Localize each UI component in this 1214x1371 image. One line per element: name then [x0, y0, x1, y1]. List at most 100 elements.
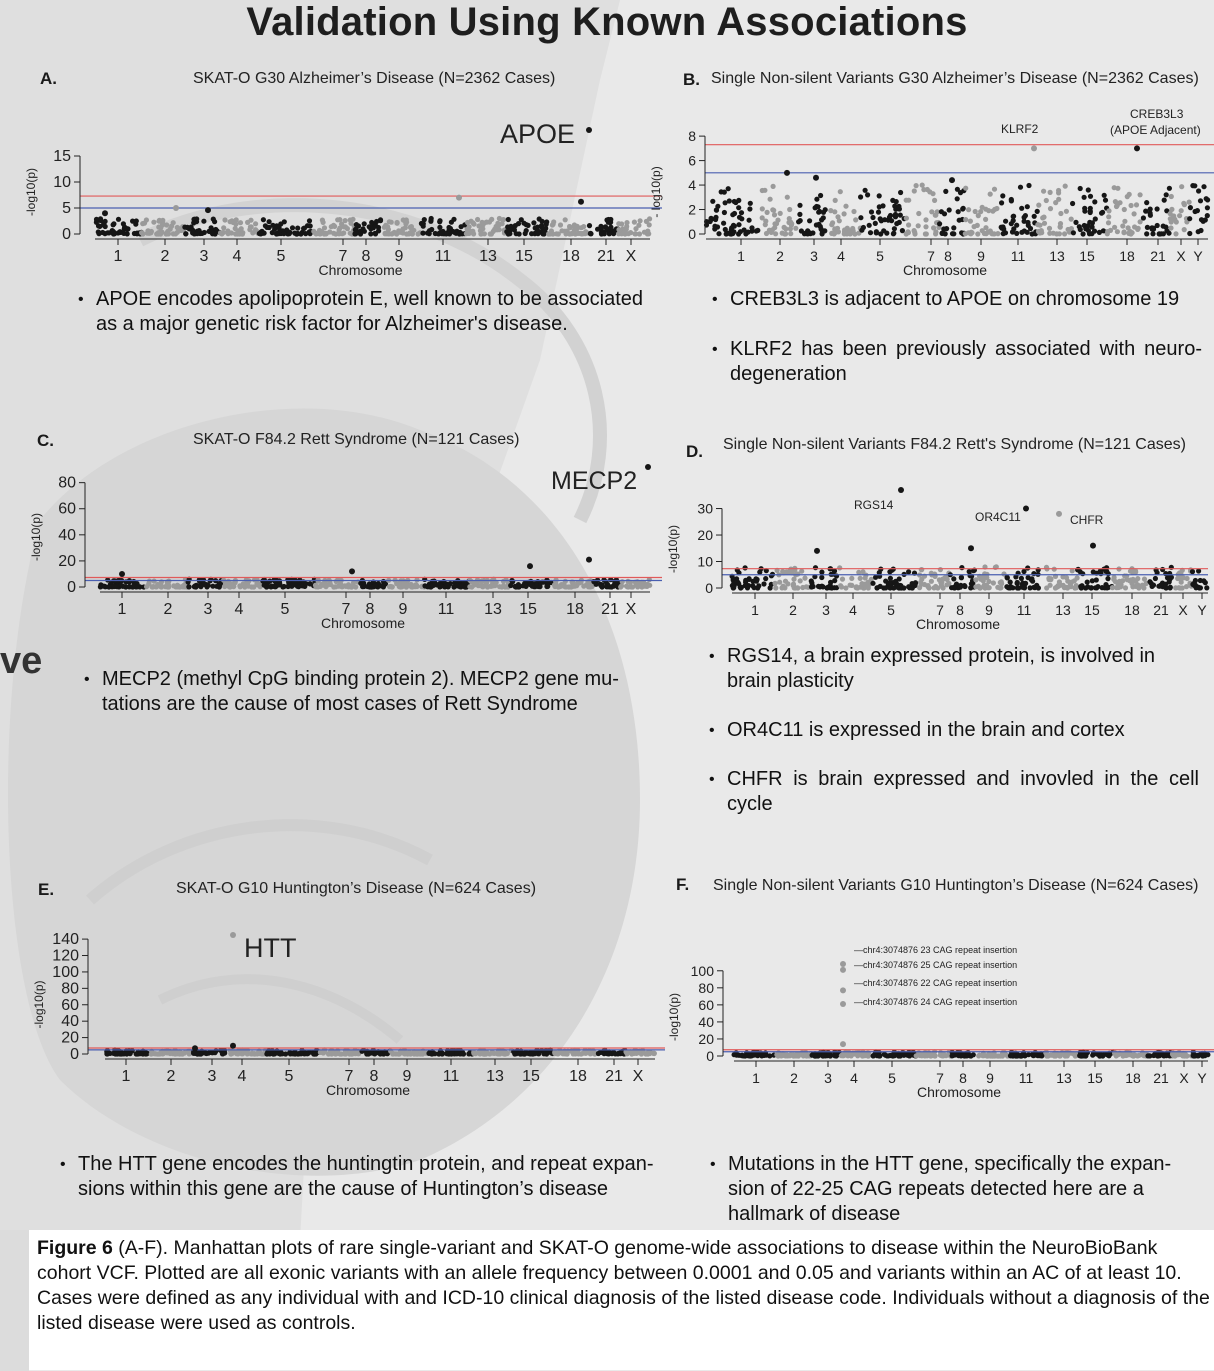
data-point-d: [1064, 584, 1070, 590]
data-point-f: [1049, 1052, 1055, 1058]
data-point-c: [372, 583, 378, 589]
data-point-b: [903, 215, 909, 221]
data-point-f: [841, 1052, 847, 1058]
data-point-a: [158, 229, 164, 235]
data-point-d: [819, 574, 825, 581]
data-point-d: [1031, 571, 1037, 577]
y-axis-label: -log10(p): [666, 525, 680, 573]
data-point-a: [120, 221, 126, 227]
data-point-a: [100, 222, 106, 228]
data-point-e: [615, 1051, 621, 1057]
data-point-d: [812, 565, 819, 571]
data-point-b: [966, 207, 972, 213]
data-point-e: [153, 1051, 159, 1057]
data-point-b: [906, 197, 912, 203]
data-point-f: [920, 1051, 926, 1057]
data-point-b: [1132, 224, 1138, 230]
data-point-a: [521, 220, 527, 226]
data-point-b: [1114, 229, 1120, 235]
data-point-b: [1101, 192, 1107, 198]
x-tick-label: 9: [977, 248, 985, 264]
data-point-c: [193, 584, 199, 590]
data-point-b: [787, 226, 793, 232]
data-point-d: [761, 581, 767, 587]
data-point-b: [927, 189, 933, 195]
data-point-d: [937, 567, 943, 573]
data-point-b: [1040, 215, 1046, 221]
data-point-b: [876, 193, 882, 199]
y-tick-label: 20: [61, 1030, 79, 1047]
data-point-b: [1147, 212, 1153, 218]
data-point-b: [1087, 205, 1093, 211]
data-point-b: [1021, 228, 1027, 234]
data-point-e: [429, 1051, 435, 1057]
data-point-f: [746, 1051, 752, 1057]
top-hit-point-a: [102, 210, 108, 217]
data-point-b: [816, 209, 822, 215]
data-point-b: [1124, 194, 1130, 200]
data-point-b: [837, 189, 843, 195]
x-tick-label: 2: [167, 1068, 176, 1085]
data-point-b: [1068, 216, 1074, 222]
data-point-b: [922, 231, 928, 237]
data-point-f: [1145, 1053, 1151, 1059]
data-point-c: [625, 584, 631, 590]
data-point-d: [1164, 575, 1171, 581]
data-point-d: [1004, 584, 1010, 590]
data-point-d: [738, 584, 744, 590]
data-point-d: [876, 570, 882, 576]
data-point-d: [832, 578, 838, 584]
data-point-c: [562, 578, 568, 584]
data-point-a: [388, 219, 394, 225]
data-point-b: [967, 218, 973, 224]
data-point-d: [1167, 585, 1173, 591]
x-tick-label: 15: [1084, 602, 1100, 618]
data-point-d: [743, 577, 749, 583]
data-point-d: [995, 584, 1001, 590]
data-point-a: [612, 228, 618, 234]
data-point-b: [894, 221, 900, 227]
data-point-b: [978, 209, 984, 215]
data-point-b: [764, 209, 770, 215]
data-point-d: [1179, 585, 1185, 591]
data-point-c: [644, 581, 651, 587]
data-point-e: [248, 1051, 255, 1057]
data-point-a: [620, 230, 626, 236]
data-point-c: [135, 583, 141, 590]
data-point-b: [886, 214, 893, 220]
data-point-d: [870, 580, 876, 586]
data-point-a: [623, 226, 629, 232]
data-point-b: [1083, 226, 1089, 232]
data-point-f: [731, 1052, 737, 1058]
panel-e-title: SKAT-O G10 Huntington’s Disease (N=624 C…: [176, 880, 537, 897]
top-hit-point-b: [1031, 145, 1037, 152]
panel-b-bullet-text-1: CREB3L3 is adjacent to APOE on chromosom…: [730, 288, 1180, 310]
x-tick-label: 11: [1011, 248, 1026, 264]
data-point-c: [572, 583, 578, 589]
data-point-c: [380, 583, 386, 589]
data-point-d: [1014, 585, 1020, 591]
data-point-b: [1187, 216, 1193, 222]
x-tick-label: 21: [1153, 602, 1169, 618]
data-point-e: [205, 1050, 211, 1056]
x-tick-label: 5: [277, 248, 286, 265]
data-point-d: [790, 582, 796, 588]
data-point-d: [1065, 578, 1071, 584]
y-tick-label: 10: [697, 554, 713, 570]
data-point-b: [793, 225, 799, 231]
x-tick-label: 11: [435, 248, 452, 265]
data-point-b: [726, 198, 732, 204]
data-point-d: [931, 585, 937, 591]
data-point-e: [650, 1050, 657, 1056]
y-tick-label: 40: [698, 1014, 714, 1030]
data-point-d: [997, 579, 1003, 586]
x-tick-label: 13: [486, 1068, 504, 1085]
data-point-b: [1056, 231, 1062, 237]
data-point-e: [290, 1051, 296, 1057]
data-point-f: [980, 1053, 986, 1059]
data-point-f: [1043, 1050, 1049, 1056]
data-point-c: [630, 584, 636, 590]
top-hit-point-e: [230, 1042, 236, 1049]
data-point-b: [870, 214, 876, 221]
